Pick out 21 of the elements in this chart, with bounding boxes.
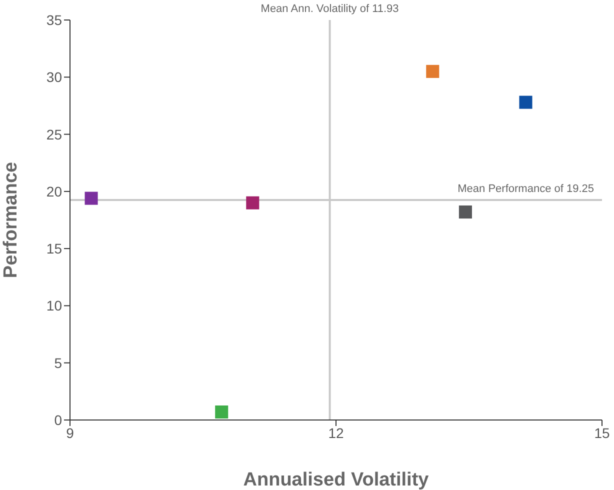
- point: [84, 192, 98, 205]
- point: [215, 405, 228, 419]
- y-tick-label: 25: [46, 126, 62, 142]
- y-tick-label: 15: [46, 240, 62, 257]
- point: [426, 64, 440, 78]
- y-tick-label: 0: [54, 412, 62, 428]
- y-tick-label: 5: [54, 354, 62, 371]
- x-axis-title: Annualised Volatility: [243, 469, 430, 490]
- point: [246, 196, 260, 210]
- point: [519, 96, 532, 109]
- y-tick-label: 20: [46, 183, 62, 200]
- point: [458, 205, 472, 219]
- y-tick-label: 10: [46, 298, 62, 314]
- y-tick-label: 35: [46, 12, 62, 28]
- ref-line-label: Mean Ann. Volatility of 11.93: [260, 3, 399, 15]
- ref-line-label: Mean Performance of 19.25: [458, 183, 594, 195]
- x-tick-label: 9: [66, 424, 74, 441]
- y-axis-title: Performance: [0, 162, 22, 278]
- x-tick-label: 12: [328, 424, 344, 441]
- x-tick-label: 15: [594, 424, 610, 441]
- y-tick-label: 30: [46, 69, 62, 86]
